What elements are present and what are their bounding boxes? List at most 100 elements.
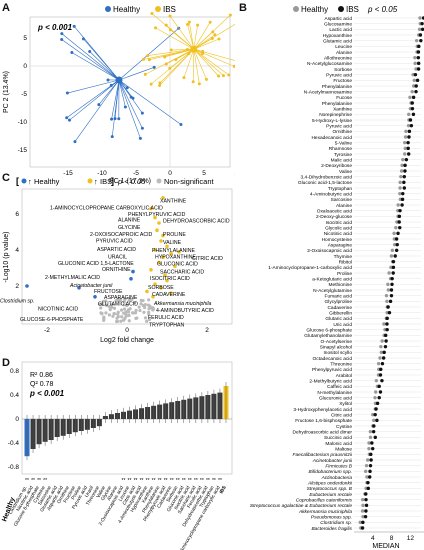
volcano-annotation: GLUCONIC ACID 1,5-LACTONE	[58, 261, 134, 267]
panel-d-significance: **	[31, 478, 35, 484]
panel-b-metabolite-label: O-Acetylserine	[321, 339, 353, 345]
panel-b-healthy-dot	[398, 180, 402, 185]
volcano-ns-point	[102, 317, 106, 321]
panel-b-ibs-dot	[420, 21, 424, 26]
panel-b-ibs-dot	[420, 27, 424, 32]
pca-ibs-point	[197, 82, 201, 86]
panel-b-metabolite-label: Pseudomonas spp.	[311, 514, 352, 520]
panel-b-ibs-dot	[361, 520, 365, 525]
panel-b-metabolite-label: Proline	[337, 271, 352, 277]
panel-b-healthy-dot	[386, 282, 390, 287]
panel-d-bar-label: Valine	[95, 485, 107, 500]
panel-b-metabolite-label: Nicotinic acid	[324, 231, 353, 237]
pca-ibs-point	[154, 26, 158, 30]
panel-b-healthy-dot	[396, 203, 400, 207]
panel-a-ytick: 0	[23, 63, 27, 70]
pca-healthy-point	[72, 24, 76, 28]
volcano-annotation: Akkermansia muciniphila	[153, 301, 211, 307]
svg-text:↑: ↑	[94, 177, 98, 186]
panel-b-ibs-dot	[371, 446, 375, 451]
panel-b-ibs-dot	[364, 503, 369, 508]
volcano-ns-point	[97, 302, 102, 306]
legend-healthy-text: Healthy	[113, 5, 140, 14]
panel-b-healthy-dot	[387, 271, 391, 275]
volcano-ns-point	[151, 306, 155, 310]
volcano-ibs-point	[165, 278, 169, 283]
panel-b-healthy-dot	[399, 174, 403, 179]
panel-c-ytick: 2	[15, 283, 19, 290]
panel-b-healthy-dot	[378, 356, 382, 360]
panel-b-metabolite-label: 3-Hydroxyphenylacetic acid	[293, 407, 352, 413]
panel-d-yticks: 0.8 0.4 0 -0.4 -0.8	[8, 368, 20, 471]
panel-b-ibs-dot	[384, 339, 388, 343]
panel-b-healthy-dot	[418, 16, 422, 20]
panel-b-metabolite-label: Valine	[339, 169, 352, 175]
panel-d-significance: **	[188, 478, 192, 484]
panel-b-metabolite-label: Aspartic acid	[325, 16, 353, 22]
volcano-ns-point	[123, 316, 127, 320]
volcano-ibs-point	[157, 221, 161, 225]
volcano-annotation: Clostridium sp.	[0, 298, 34, 304]
volcano-ns-point	[138, 308, 142, 313]
volcano-healthy-point	[93, 295, 97, 299]
panel-b-ibs-dot	[382, 350, 386, 355]
panel-a-ytick: -5	[21, 91, 27, 98]
panel-a-xtick: 0	[168, 170, 172, 177]
panel-b-metabolite-label: Fructose 1,6-bisphosphate	[295, 418, 352, 424]
panel-c-xlabel: Log2 fold change	[100, 337, 154, 344]
panel-b-ibs-dot	[394, 248, 399, 253]
volcano-ns-point	[135, 316, 139, 320]
pca-healthy-point	[73, 140, 77, 144]
panel-b-metabolite-label: Homocysteine	[322, 237, 353, 243]
legend-c-healthy: Healthy	[34, 177, 60, 186]
panel-b-metabolite-label: Xanthine	[333, 106, 352, 112]
panel-b-healthy-dot	[360, 509, 365, 513]
panel-c-xtick: 2	[205, 327, 209, 334]
panel-b-metabolite-label: Alanine	[336, 50, 352, 56]
panel-b-healthy-dot	[403, 140, 407, 145]
panel-b-metabolite-label: Tyrosine	[334, 152, 352, 158]
volcano-ibs-point	[153, 282, 157, 286]
volcano-ns-point	[127, 313, 131, 318]
panel-b-ibs-dot	[379, 367, 383, 372]
panel-b-ibs-dot	[377, 395, 381, 400]
panel-b-ibs-dot	[397, 214, 402, 219]
panel-b-ibs-dot	[368, 463, 373, 468]
panel-b-metabolite-label: Ribitol	[339, 259, 352, 265]
volcano-annotation: NICOTINIC ACID	[38, 306, 78, 312]
panel-b-healthy-dot	[365, 475, 369, 479]
panel-b-metabolite-label: Caffeic acid	[327, 384, 352, 390]
volcano-ns-point	[123, 297, 127, 301]
pca-healthy-point	[131, 96, 135, 100]
volcano-ns-point	[99, 306, 103, 310]
volcano-ns-point	[127, 297, 132, 301]
volcano-annotation: PHENYLALANINE	[152, 248, 195, 254]
volcano-ns-point	[112, 306, 117, 310]
panel-b-ibs-dot	[406, 140, 410, 145]
pca-ibs-point	[164, 23, 168, 27]
pca-ibs-point	[217, 74, 221, 78]
panel-b-ibs-dot	[398, 225, 402, 230]
panel-b-metabolite-label: Pyruvic acid	[326, 72, 352, 78]
volcano-ns-point	[101, 299, 105, 303]
panel-d-significance: **	[176, 478, 180, 484]
panel-d-r2: R² 0.86	[30, 372, 53, 379]
pca-ibs-point	[158, 81, 162, 85]
pca-ibs-point	[158, 84, 162, 88]
volcano-ns-point	[119, 319, 123, 323]
panel-b-metabolite-label: Streptococcus agalactiae & Eubacterium r…	[250, 503, 352, 509]
panel-d-pvalue: p < 0.001	[29, 389, 65, 398]
panel-b-ibs-dot	[387, 310, 392, 315]
panel-b-healthy-dot	[368, 435, 373, 440]
volcano-ns-point	[130, 297, 134, 302]
panel-b-metabolite-label: Firmicutes B	[325, 463, 352, 469]
svg-text:↑: ↑	[28, 177, 32, 186]
panel-b-metabolite-label: Threonine	[330, 361, 352, 367]
panel-d-significance: **	[140, 478, 144, 484]
panel-d-significance: **	[200, 478, 204, 484]
panel-b-healthy-dot	[367, 441, 371, 445]
panel-a-xtick: -15	[63, 170, 73, 177]
volcano-ns-point	[122, 307, 127, 311]
panel-b-healthy-dot	[389, 254, 394, 258]
panel-b-metabolite-label: 2-Methylbutyric acid	[309, 378, 352, 384]
